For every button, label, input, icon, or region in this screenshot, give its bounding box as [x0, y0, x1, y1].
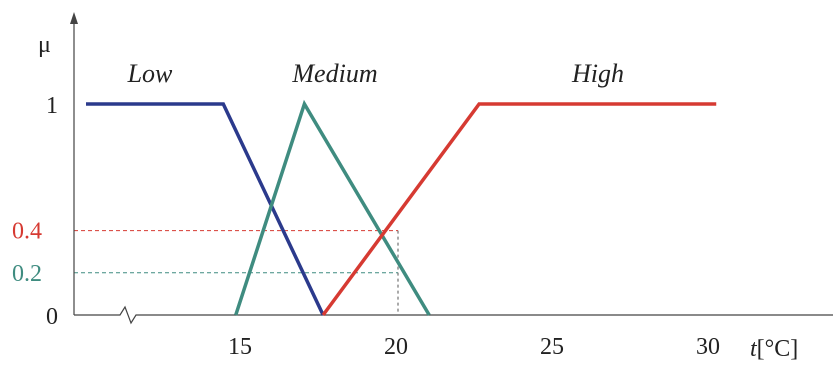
series-line-medium — [234, 99, 431, 316]
series-line-high — [321, 102, 717, 317]
series-label-medium: Medium — [291, 59, 377, 88]
y-axis-arrow — [70, 12, 78, 24]
x-axis — [74, 305, 833, 325]
x-tick-label: 15 — [228, 334, 252, 360]
y-axis-label: μ — [38, 32, 51, 58]
series-label-high: High — [571, 59, 624, 88]
annotation-label: 0.2 — [12, 261, 42, 287]
x-tick-label: 25 — [540, 334, 564, 360]
y-tick-label: 0 — [46, 304, 58, 330]
annotation-label: 0.4 — [12, 219, 42, 245]
series-line-low — [86, 102, 325, 316]
x-tick-label: 20 — [384, 334, 408, 360]
x-axis-label: t[°C] — [750, 336, 798, 362]
y-tick-label: 1 — [46, 93, 58, 119]
series-label-low: Low — [127, 59, 173, 88]
x-tick-label: 30 — [696, 334, 720, 360]
